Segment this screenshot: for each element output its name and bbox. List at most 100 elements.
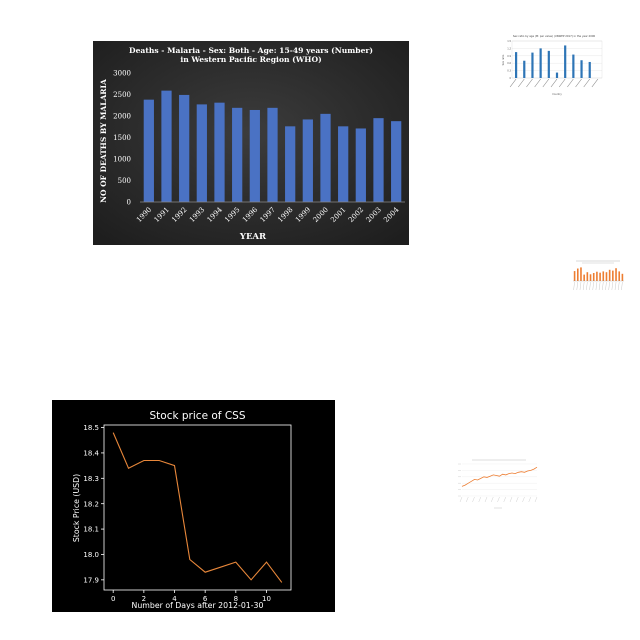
series-line [461, 466, 538, 487]
x-tick-label-mark [582, 281, 585, 291]
bar [249, 109, 260, 202]
bar [580, 60, 583, 78]
x-tick-label-mark [516, 496, 519, 503]
y-tick-label: 1000 [113, 156, 131, 164]
x-axis-label: YEAR [239, 232, 267, 242]
x-tick-label-mark [576, 281, 578, 291]
malaria-chart-svg: Deaths - Malaria - Sex: Both - Age: 15-4… [93, 41, 409, 245]
y-tick-label: 0.3 [507, 70, 511, 73]
bar [586, 272, 589, 281]
x-tick-label-mark [591, 78, 599, 88]
chart-background [456, 457, 540, 513]
stock-price-chart: Stock price of CSS 17.9 18.0 18.1 18.2 18.3 18… [52, 400, 335, 612]
x-tick-label-mark [567, 78, 574, 88]
x-tick-label-mark [509, 496, 513, 503]
bar [612, 270, 614, 281]
bar [302, 119, 313, 202]
y-tick-label: 18.3 [83, 475, 99, 483]
bar [355, 128, 366, 202]
x-tick-label-mark [592, 281, 594, 291]
x-tick-label-mark [522, 496, 525, 503]
y-tick-label: 18.4 [83, 450, 99, 458]
bar [621, 273, 624, 281]
x-tick-label-mark [621, 281, 623, 291]
x-tick-label-mark [614, 281, 617, 291]
y-tick-label: 1.2 [507, 47, 511, 50]
plot-frame [103, 424, 292, 591]
x-tick-label: 10 [262, 595, 271, 603]
bar [588, 61, 591, 78]
x-tick-label-mark [598, 281, 601, 291]
x-tick-label-mark [542, 78, 550, 88]
x-tick-label-mark [550, 78, 558, 88]
bar [179, 94, 190, 202]
bar [599, 272, 601, 281]
x-tick-label-mark [509, 78, 517, 88]
x-tick-label-mark [484, 496, 488, 503]
x-tick-label-mark [491, 496, 494, 503]
series-line [112, 432, 283, 583]
bar [338, 126, 349, 202]
x-tick-label-mark [579, 281, 582, 291]
x-tick-label-mark [478, 496, 481, 503]
x-tick-label-mark [466, 496, 469, 503]
sex-ratio-chart: Sex ratio by age (M: per value) (UNWPP 2… [502, 33, 606, 117]
y-tick-label: 0 [127, 199, 131, 207]
y-tick-label: 17.9 [83, 576, 99, 584]
y-tick-label: 2500 [113, 91, 131, 99]
x-tick-label-mark [526, 78, 533, 88]
x-tick-label-mark [602, 281, 604, 291]
y-tick-label: 0.6 [507, 62, 511, 65]
x-tick-label-mark [497, 496, 500, 503]
bar [583, 274, 585, 281]
bar [547, 50, 550, 78]
bar [523, 60, 526, 78]
x-tick-label-mark [518, 78, 525, 88]
y-tick-label: 2000 [113, 113, 131, 121]
x-tick-label-mark [618, 281, 620, 291]
x-tick-label: 4 [172, 595, 177, 603]
x-tick-label: 2 [142, 595, 146, 603]
x-tick-label-mark [503, 496, 506, 503]
x-tick-label-mark [595, 281, 598, 291]
bar [555, 72, 559, 78]
y-tick-label: 0.9 [507, 55, 511, 58]
bar [391, 121, 402, 202]
y-tick-label: 18.0 [83, 551, 99, 559]
y-tick-label: 18.2 [83, 500, 99, 508]
bar [320, 113, 331, 202]
x-tick-label-mark [528, 496, 531, 503]
y-axis-label: Stock Price (USD) [72, 474, 81, 542]
bar [580, 267, 582, 281]
y-axis-label: NO OF DEATHS BY MALARIA [99, 79, 108, 203]
x-tick-label: 8 [234, 595, 238, 603]
bar [618, 271, 621, 281]
chart-title: Stock price of CSS [150, 410, 246, 422]
malaria-deaths-chart: Deaths - Malaria - Sex: Both - Age: 15-4… [93, 41, 409, 245]
bar [592, 273, 595, 281]
x-tick-label-mark [558, 78, 566, 88]
bar [161, 90, 172, 202]
orange-line-chart [456, 457, 540, 513]
bar [615, 268, 617, 281]
chart-title: Sex ratio by age (M: per value) (UNWPP 2… [513, 34, 596, 38]
orange-bar-chart [568, 258, 626, 304]
y-tick-label: 3000 [113, 70, 131, 78]
bar [539, 48, 542, 78]
bar [214, 102, 225, 202]
x-tick-label-mark [575, 78, 582, 88]
orange-line-chart-svg [456, 457, 540, 513]
bar [605, 272, 608, 281]
bar [373, 118, 384, 202]
y-axis-label: Sex ratio [502, 54, 505, 65]
x-tick-label-mark [586, 281, 588, 291]
y-tick-label: 1.5 [507, 40, 511, 43]
bar [572, 54, 575, 78]
x-tick-label-mark [534, 496, 538, 503]
x-axis-label: Number of Days after 2012-01-30 [132, 601, 264, 610]
x-tick-label-mark [605, 281, 607, 291]
chart-title-line: Deaths - Malaria - Sex: Both - Age: 15-4… [129, 46, 373, 55]
stock-chart-background [52, 400, 335, 612]
bar [285, 126, 296, 202]
y-tick-label: 18.5 [83, 424, 99, 432]
